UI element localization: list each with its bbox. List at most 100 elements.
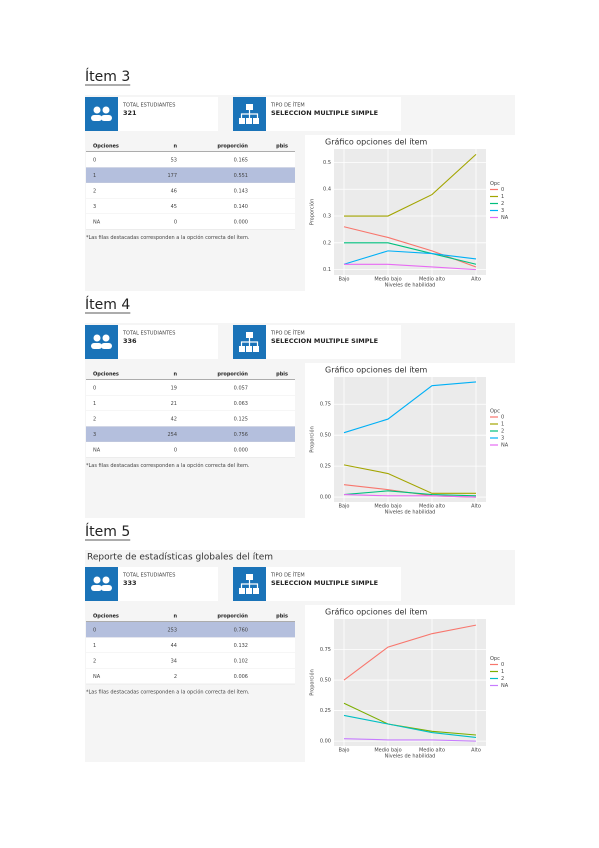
table-row — [86, 395, 295, 411]
x-tick-label: Medio bajo — [374, 504, 401, 510]
chart-title: Gráfico opciones del ítem — [325, 608, 428, 617]
item-heading: Ítem 4 — [85, 296, 130, 313]
icon-part — [239, 118, 245, 124]
table-cell: 3 — [93, 432, 96, 438]
table-row — [86, 442, 295, 458]
icon-bg — [85, 325, 118, 359]
stat-box — [266, 567, 401, 601]
stat-value: 333 — [123, 579, 137, 587]
table-cell: 46 — [171, 188, 177, 194]
table-row — [86, 622, 295, 638]
y-tick-label: 0.50 — [320, 678, 331, 684]
table-header: pbis — [276, 144, 288, 150]
icon-part — [239, 588, 245, 594]
stat-box — [266, 325, 401, 359]
table-row — [86, 214, 295, 230]
table-header: proporción — [217, 613, 248, 620]
table-cell: 253 — [167, 627, 177, 633]
table-cell: 0.143 — [234, 188, 248, 194]
y-axis-label: Proporción — [309, 669, 316, 695]
table-cell: 0.756 — [234, 432, 248, 438]
y-tick-label: 0.75 — [320, 647, 331, 653]
y-tick-label: 0.2 — [323, 240, 331, 246]
x-tick-label: Medio alto — [419, 748, 445, 754]
stat-label: TIPO DE ÍTEM — [270, 572, 305, 579]
table-cell: 0.132 — [234, 643, 248, 649]
x-tick-label: Bajo — [339, 748, 350, 754]
legend-title: Opc — [490, 181, 500, 187]
legend-label: NA — [501, 215, 509, 221]
series-line — [343, 250, 477, 265]
stat-box — [266, 97, 401, 131]
legend-label: NA — [501, 683, 509, 689]
stat-label: TOTAL ESTUDIANTES — [122, 331, 175, 337]
table-cell: 0.000 — [234, 447, 248, 453]
table-cell: 0 — [93, 157, 96, 163]
table-header: Opciones — [93, 372, 119, 378]
icon-part — [246, 346, 252, 352]
table-cell: 177 — [167, 173, 177, 179]
legend-label: 3 — [501, 208, 504, 214]
table-cell: NA — [93, 447, 101, 453]
y-tick-label: 0.00 — [320, 495, 331, 501]
legend-label: 1 — [501, 194, 504, 200]
icon-bg — [85, 97, 118, 131]
table-header: n — [173, 614, 177, 620]
table-cell: 42 — [171, 416, 177, 422]
table-cell: 0.551 — [234, 173, 248, 179]
table-header: n — [173, 144, 177, 150]
table-header: proporción — [217, 143, 248, 150]
table-cell: 2 — [93, 416, 96, 422]
table-cell: 1 — [93, 643, 96, 649]
icon-part — [101, 585, 112, 591]
x-tick-label: Alto — [471, 277, 481, 283]
series-line — [343, 702, 477, 736]
icon-part — [91, 585, 102, 591]
legend-label: NA — [501, 443, 509, 449]
legend-label: 2 — [501, 429, 504, 435]
table-header: Opciones — [93, 144, 119, 150]
y-tick-label: 0.25 — [320, 464, 331, 470]
legend-label: 2 — [501, 201, 504, 207]
table-row — [86, 152, 295, 168]
icon-part — [240, 338, 259, 346]
stat-value: 321 — [123, 109, 137, 117]
table-header: pbis — [276, 372, 288, 378]
legend-label: 0 — [501, 187, 504, 193]
table-cell: 0.165 — [234, 157, 248, 163]
item-heading: Ítem 5 — [85, 523, 130, 540]
icon-part — [91, 115, 102, 121]
table-cell: 2 — [174, 674, 177, 680]
stat-value: 336 — [123, 337, 137, 345]
stat-label: TIPO DE ÍTEM — [270, 102, 305, 109]
y-tick-label: 0.75 — [320, 402, 331, 408]
y-tick-label: 0.1 — [323, 267, 331, 273]
table-cell: 0.102 — [234, 658, 248, 664]
table-row — [86, 411, 295, 427]
table-cell: 2 — [93, 658, 96, 664]
x-tick-label: Medio bajo — [374, 748, 401, 754]
series-line — [343, 738, 477, 742]
stat-box — [118, 97, 218, 131]
x-axis-label: Niveles de habilidad — [385, 754, 436, 760]
y-tick-label: 0.4 — [323, 187, 331, 193]
plot-bg — [334, 619, 486, 746]
chart-title: Gráfico opciones del ítem — [325, 138, 428, 147]
plot-bg — [334, 377, 486, 502]
stat-value: SELECCION MULTIPLE SIMPLE — [271, 579, 378, 587]
table-row — [86, 183, 295, 199]
series-line — [344, 263, 477, 271]
table-cell: 0.057 — [234, 385, 248, 391]
icon-part — [93, 576, 101, 584]
x-tick-label: Medio bajo — [374, 277, 401, 283]
y-tick-label: 0.5 — [323, 160, 331, 166]
item-heading: Ítem 3 — [85, 68, 130, 85]
table-cell: 2 — [93, 188, 96, 194]
icon-part — [253, 588, 259, 594]
series-line — [344, 242, 477, 265]
table-cell: 0.000 — [234, 219, 248, 225]
x-axis-label: Niveles de habilidad — [385, 283, 436, 289]
x-tick-label: Alto — [471, 504, 481, 510]
x-tick-label: Bajo — [339, 277, 350, 283]
